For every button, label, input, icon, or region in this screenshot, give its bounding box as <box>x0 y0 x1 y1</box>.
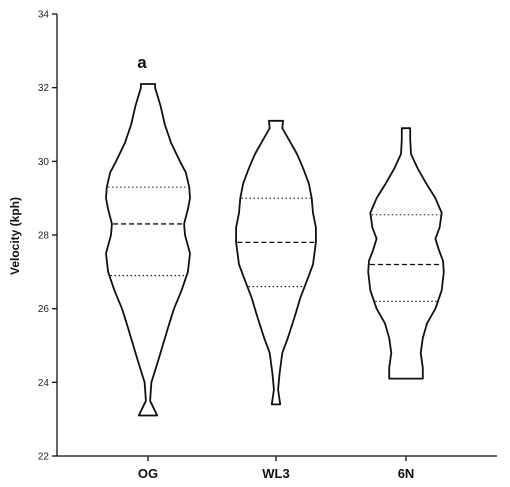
significance-annotation: a <box>137 53 147 72</box>
violin-og <box>105 83 191 417</box>
y-tick-label: 24 <box>38 378 50 389</box>
y-tick-label: 32 <box>38 83 50 94</box>
y-tick-label: 26 <box>38 304 50 315</box>
y-tick-label: 34 <box>38 10 50 21</box>
x-category-label: 6N <box>398 466 415 481</box>
x-category-label: OG <box>138 466 158 481</box>
y-tick-label: 22 <box>38 452 50 463</box>
y-tick-label: 30 <box>38 157 50 168</box>
y-axis-label: Velocity (kph) <box>8 197 22 275</box>
x-category-label: WL3 <box>262 466 289 481</box>
violin-6n <box>367 127 445 380</box>
y-tick-label: 28 <box>38 231 50 242</box>
violin-wl3 <box>235 119 317 406</box>
plot-area: 22 24 26 28 30 32 34 OG WL3 6N a <box>38 10 497 481</box>
